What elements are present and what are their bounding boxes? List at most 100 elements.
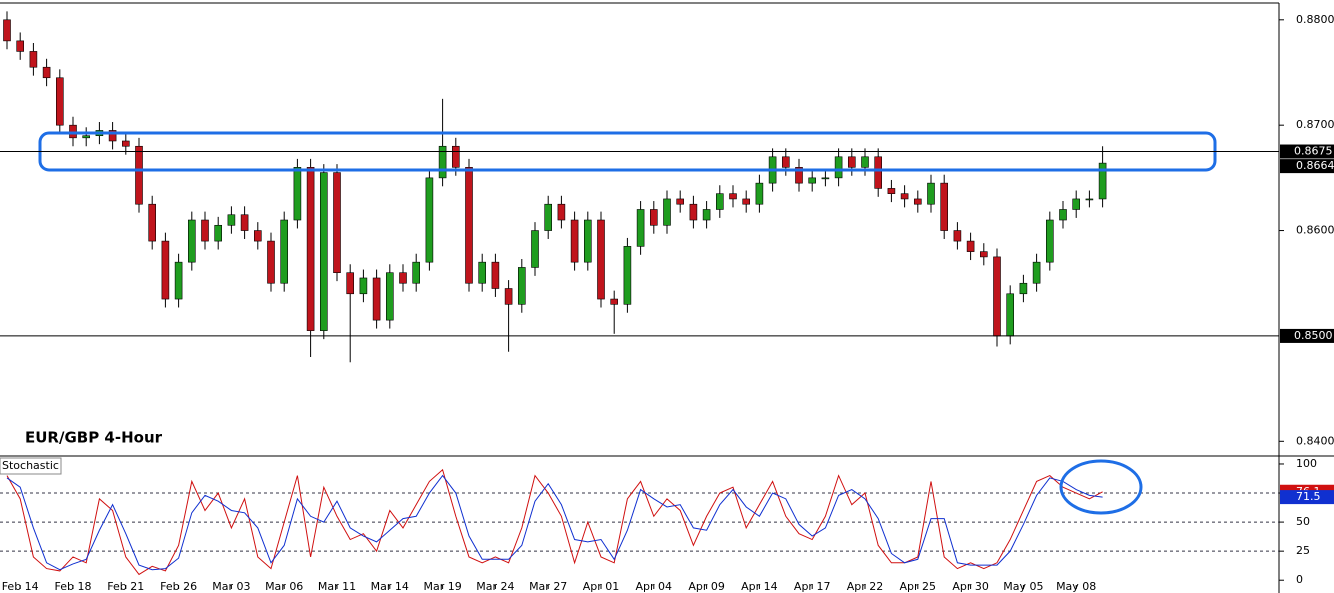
candle-body: [201, 219, 209, 242]
candle-body: [267, 240, 275, 284]
candle-body: [504, 288, 513, 305]
price-label: 0.8675: [1294, 145, 1333, 158]
price-label: 0.8500: [1294, 329, 1333, 342]
candle-body: [1085, 198, 1094, 201]
candle-body: [319, 172, 328, 331]
x-tick-label: Mar 11: [318, 580, 356, 593]
candle-body: [663, 198, 671, 226]
candle-body: [280, 219, 289, 284]
x-tick-label: Feb 14: [2, 580, 39, 593]
candle-body: [834, 156, 843, 179]
candle-body: [1032, 261, 1041, 284]
candle-body: [927, 182, 935, 205]
candle-body: [1098, 162, 1107, 200]
x-tick-label: Mar 19: [423, 580, 461, 593]
x-tick-label: Apr 25: [900, 580, 937, 593]
x-tick-label: Mar 06: [265, 580, 303, 593]
candle-body: [702, 209, 711, 221]
candle-body: [174, 261, 183, 300]
candle-body: [214, 224, 222, 242]
candle-body: [742, 198, 751, 205]
candle-body: [399, 272, 407, 284]
candle-body: [1072, 198, 1080, 210]
value-label-box: [1280, 490, 1334, 505]
x-tick-label: Apr 04: [636, 580, 673, 593]
y-tick-label: 50: [1296, 515, 1310, 528]
candle-body: [940, 182, 949, 231]
chart-title: EUR/GBP 4-Hour: [25, 429, 163, 447]
indicator-label: Stochastic: [2, 459, 59, 472]
candle-body: [900, 193, 909, 200]
candle-body: [227, 214, 236, 226]
candle-body: [729, 193, 737, 200]
candle-body: [861, 156, 869, 168]
x-tick-label: Mar 03: [212, 580, 250, 593]
candle-body: [1019, 282, 1028, 295]
candle-body: [781, 156, 790, 168]
candle-body: [755, 182, 764, 205]
last-price-label: 0.8664: [1296, 159, 1334, 172]
stochastic-line: [6, 474, 1103, 571]
candle-body: [372, 277, 381, 321]
candle-body: [887, 188, 896, 194]
candle-body: [293, 167, 302, 221]
candle-body: [570, 219, 579, 263]
value-label: 71.5: [1296, 490, 1321, 503]
candle-body: [478, 261, 487, 284]
candle-body: [847, 156, 856, 168]
y-tick-label: 100: [1296, 457, 1317, 470]
candle-body: [808, 177, 817, 184]
y-tick-label: 0.8600: [1296, 224, 1334, 237]
candle-body: [438, 145, 447, 179]
x-tick-label: Apr 14: [741, 580, 778, 593]
candle-body: [412, 261, 421, 284]
y-tick-label: 0.8400: [1296, 434, 1334, 447]
candle-body: [966, 240, 975, 252]
candle-body: [953, 230, 962, 242]
y-tick-label: 25: [1296, 544, 1310, 557]
candle-body: [148, 203, 156, 242]
candle-body: [425, 177, 434, 263]
candle-body: [1046, 219, 1054, 263]
candle-body: [3, 19, 11, 42]
x-tick-label: Apr 30: [952, 580, 989, 593]
candle-body: [333, 172, 341, 274]
candle-body: [610, 298, 619, 305]
candle-body: [254, 230, 262, 242]
candle-body: [979, 251, 988, 258]
x-tick-label: Mar 14: [371, 580, 409, 593]
stochastic-highlight: [1059, 459, 1143, 515]
y-tick-label: 0.8700: [1296, 118, 1334, 131]
candle-body: [55, 77, 64, 126]
last-price-box: [1280, 159, 1334, 174]
x-tick-label: Apr 09: [688, 580, 725, 593]
candle-body: [531, 230, 539, 268]
x-tick-label: Mar 27: [529, 580, 567, 593]
x-tick-label: Apr 01: [583, 580, 620, 593]
candle-body: [1059, 209, 1067, 221]
candle-body: [676, 198, 685, 205]
x-tick-label: Apr 17: [794, 580, 831, 593]
candle-body: [29, 51, 38, 68]
candle-body: [346, 272, 355, 295]
x-tick-label: May 08: [1056, 580, 1096, 593]
candle-body: [993, 256, 1001, 337]
candle-body: [188, 219, 196, 263]
stochastic-line: [6, 468, 1103, 576]
candle-body: [306, 167, 315, 331]
x-tick-label: Feb 26: [160, 580, 197, 593]
price-label-box: [1280, 144, 1334, 159]
candle-body: [491, 261, 500, 289]
candle-body: [874, 156, 883, 189]
candle-body: [913, 198, 922, 205]
y-tick-label: 0: [1296, 573, 1303, 586]
candle-body: [161, 240, 170, 300]
x-tick-label: Feb 18: [55, 580, 92, 593]
candle-body: [42, 66, 51, 79]
candle-body: [108, 130, 117, 142]
candle-body: [623, 246, 632, 305]
candle-body: [583, 219, 592, 263]
candle-body: [16, 40, 25, 52]
